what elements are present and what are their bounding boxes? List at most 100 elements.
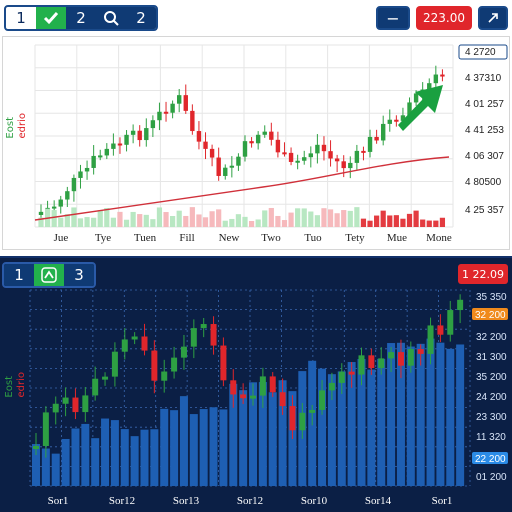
volume-bar [400, 218, 406, 227]
volume-bar [406, 213, 413, 227]
candle-body [72, 397, 79, 413]
search-icon[interactable] [96, 7, 126, 29]
candle-body [437, 325, 444, 335]
candle-body [308, 153, 314, 158]
candle-body [161, 371, 168, 381]
volume-bar [77, 218, 84, 227]
x-axis-label: Fill [179, 232, 194, 244]
candle-body [242, 141, 248, 157]
volume-bar [196, 214, 202, 227]
volume-bar [216, 209, 222, 227]
candle-body [65, 191, 70, 200]
candle-body [262, 131, 267, 135]
candle-body [130, 130, 136, 135]
volume-bar [32, 444, 40, 486]
y-axis-label: 01 200 [476, 472, 507, 483]
candle-body [338, 371, 345, 383]
volume-bar [413, 210, 419, 227]
volume-bar [130, 436, 139, 486]
volume-bar [416, 343, 425, 486]
candle-body [236, 156, 241, 166]
volume-bar [258, 382, 267, 486]
minimize-button[interactable]: − [376, 6, 410, 30]
candle-body [334, 158, 340, 162]
candle-body [407, 349, 414, 366]
volume-bar [357, 358, 366, 486]
candle-body [295, 160, 300, 163]
candle-body [111, 351, 118, 377]
y-axis-label: 4 2720 [465, 47, 496, 58]
candle-body [102, 376, 109, 380]
candle-body [259, 376, 266, 396]
candle-body [183, 95, 188, 111]
volume-bar [301, 208, 307, 227]
volume-bar [51, 210, 57, 227]
candle-body [328, 382, 335, 391]
price-marker-blue [472, 452, 508, 464]
volume-bar [81, 423, 90, 486]
candle-body [190, 328, 197, 347]
x-axis-label: Sor12 [109, 495, 135, 507]
candle-body [196, 131, 202, 142]
volume-bar [242, 216, 248, 227]
volume-bar [170, 215, 176, 227]
x-axis-label: Sor14 [365, 495, 392, 507]
bottom-toolbar-item-1[interactable]: 1 [4, 264, 34, 286]
candle-body [413, 93, 419, 103]
expand-icon[interactable] [478, 6, 508, 30]
candle-body [279, 392, 286, 407]
candle-body [92, 378, 99, 396]
volume-bar [143, 214, 149, 227]
candle-body [38, 211, 44, 215]
side-label-red: edrio [17, 113, 28, 139]
candle-body [394, 119, 399, 122]
volume-bar [433, 220, 439, 227]
volume-bar [255, 219, 261, 227]
candle-body [98, 155, 103, 158]
candle-body [289, 406, 296, 431]
candle-body [397, 352, 404, 366]
y-axis-label: 23 300 [476, 412, 507, 423]
volume-bar [91, 438, 100, 486]
volume-bar [41, 448, 50, 486]
candle-body [269, 376, 276, 393]
volume-bar [61, 438, 70, 486]
x-axis-label: Tuo [304, 232, 322, 244]
volume-bar [97, 210, 103, 227]
bottom-toolbar-item-3[interactable]: 3 [64, 264, 94, 286]
x-axis-label: Jue [54, 232, 69, 244]
price-marker-orange-label: 32 200 [475, 310, 506, 321]
volume-bar [420, 219, 426, 227]
checkmark-icon[interactable] [36, 7, 66, 29]
volume-bar [374, 215, 380, 227]
toolbar-item-3[interactable]: 2 [126, 7, 156, 29]
volume-bar [160, 408, 169, 486]
volume-bar [120, 429, 129, 486]
toolbar-item-1[interactable]: 1 [16, 9, 26, 27]
volume-bar [314, 215, 320, 227]
candle-body [171, 357, 178, 372]
volume-bar [222, 220, 228, 227]
volume-bar [64, 214, 70, 227]
toolbar-item-2[interactable]: 2 [66, 7, 96, 29]
x-axis-label: Tuen [134, 232, 157, 244]
candle-body [433, 74, 439, 84]
volume-bar [380, 210, 386, 227]
volume-bar [406, 346, 415, 486]
top-candlestick-chart[interactable]: Jue Tye Tuen Fill New Two Tuo Tety Mue Mone 4 2720… [3, 37, 509, 249]
price-badge[interactable]: 223.00 [416, 6, 472, 30]
bottom-price-badge[interactable]: 1 22.09 [458, 264, 508, 284]
y-axis-label: 31 300 [476, 352, 507, 363]
volume-bar [377, 358, 386, 486]
volume-bar [248, 220, 255, 227]
volume-bar [367, 220, 373, 227]
last-price-box [458, 44, 508, 60]
volume-bar [179, 396, 188, 486]
candle-body [328, 151, 333, 159]
candle-body [82, 395, 89, 413]
volume-bar [268, 392, 277, 486]
up-arrow-icon[interactable] [34, 264, 64, 286]
x-axis-label: Sor1 [48, 495, 69, 507]
